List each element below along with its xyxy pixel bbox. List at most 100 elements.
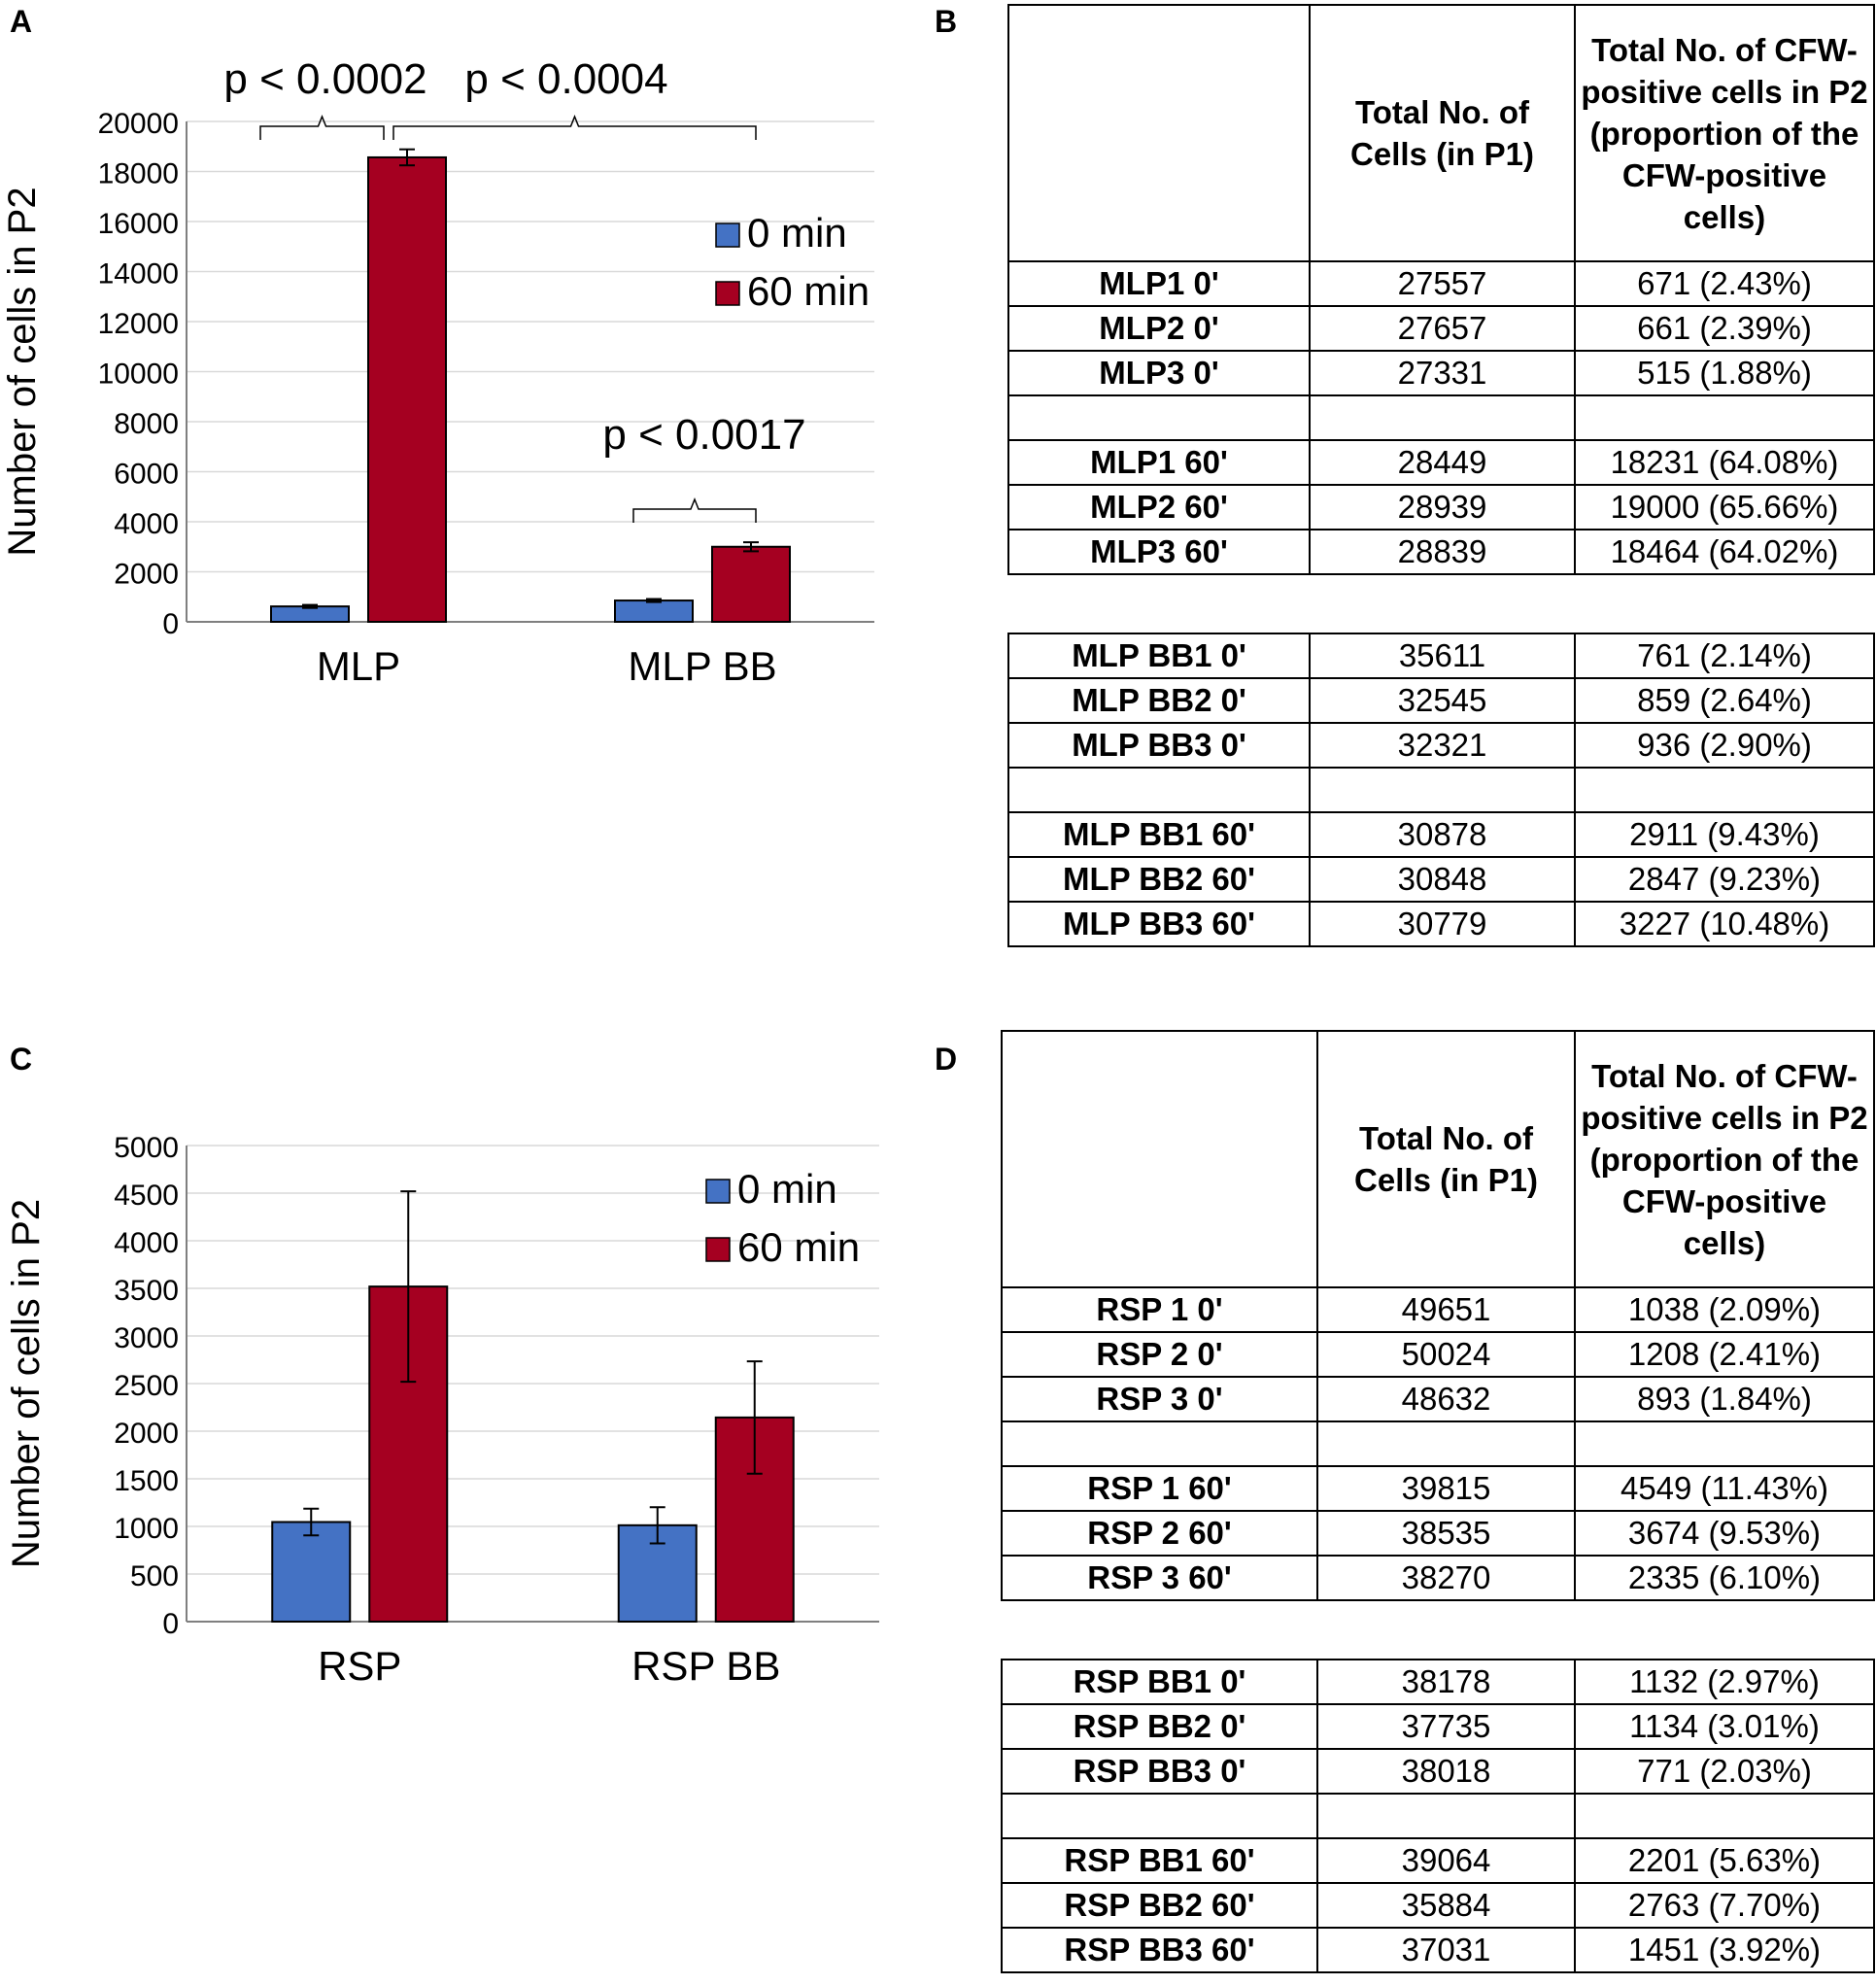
table-d1-cell-2-2: 893 (1.84%): [1574, 1376, 1875, 1422]
table-row: RSP 2 60' 38535 3674 (9.53%): [1001, 1510, 1875, 1557]
table-b2-cell-1-0: MLP BB2 0': [1007, 677, 1311, 724]
legend-swatch: [705, 1179, 731, 1204]
y-tick-label: 3000: [114, 1322, 179, 1354]
table-b2-cell-4-1: 30878: [1309, 811, 1576, 858]
bracket-mlp-60: [392, 114, 757, 140]
table-row: MLP BB2 60' 30848 2847 (9.23%): [1007, 856, 1875, 903]
chart-c: 0 500 1000 1500 2000 2500 3000 3500 4000 4500 5000…: [5, 1132, 879, 1689]
table-d1-cell-1-0: RSP 2 0': [1001, 1331, 1318, 1378]
table-row: MLP BB1 60' 30878 2911 (9.43%): [1007, 811, 1875, 858]
panel-label-d: D: [935, 1042, 958, 1077]
bar-rsp-0: [271, 1521, 352, 1624]
table-row: MLP BB3 60' 30779 3227 (10.48%): [1007, 901, 1875, 947]
table-d2-cell-6-0: RSP BB3 60': [1001, 1927, 1318, 1973]
table-b2-cell-3-1: [1309, 767, 1576, 813]
table-row: RSP BB1 0' 38178 1132 (2.97%): [1001, 1659, 1875, 1705]
table-b2-cell-3-0: [1007, 767, 1311, 813]
table-b2-cell-5-2: 2847 (9.23%): [1574, 856, 1875, 903]
legend-label: 60 min: [747, 268, 870, 314]
table-d1-cell-1-1: 50024: [1316, 1331, 1576, 1378]
table-row: RSP BB2 60' 35884 2763 (7.70%): [1001, 1882, 1875, 1929]
table-d2-cell-0-2: 1132 (2.97%): [1574, 1659, 1875, 1705]
table-d2-cell-5-2: 2763 (7.70%): [1574, 1882, 1875, 1929]
chart-a: 0 2000 4000 6000 8000 10000 12000 14000 16000 180…: [1, 55, 874, 689]
table-d1-cell-2-0: RSP 3 0': [1001, 1376, 1318, 1422]
table-b1-cell-6-1: 28839: [1309, 529, 1576, 575]
y-tick-label: 16000: [98, 208, 179, 240]
table-d2-cell-5-1: 35884: [1316, 1882, 1576, 1929]
panel-label-a: A: [10, 4, 33, 39]
table-d1-cell-5-0: RSP 2 60': [1001, 1510, 1318, 1557]
table-row: MLP1 60' 28449 18231 (64.08%): [1007, 439, 1875, 486]
table-d1-cell-6-1: 38270: [1316, 1555, 1576, 1601]
table-d2-cell-1-1: 37735: [1316, 1703, 1576, 1750]
table-b2-cell-0-1: 35611: [1309, 633, 1576, 679]
y-tick-label: 2500: [114, 1370, 179, 1402]
table-d1-cell-3-1: [1316, 1420, 1576, 1467]
table-d2-cell-4-1: 39064: [1316, 1837, 1576, 1884]
y-axis-label: Number of cells in P2: [5, 1199, 48, 1568]
bracket-mlp-bb: [632, 496, 757, 523]
table-row: RSP 3 0' 48632 893 (1.84%): [1001, 1376, 1875, 1422]
legend-swatch: [705, 1237, 731, 1262]
table-b2-cell-5-1: 30848: [1309, 856, 1576, 903]
table-row: MLP3 60' 28839 18464 (64.02%): [1007, 529, 1875, 575]
table-b1-cell-2-2: 515 (1.88%): [1574, 350, 1875, 396]
table-d2-cell-6-1: 37031: [1316, 1927, 1576, 1973]
y-tick-label: 14000: [98, 258, 179, 291]
table-b1-cell-6-2: 18464 (64.02%): [1574, 529, 1875, 575]
table-d1-cell-6-0: RSP 3 60': [1001, 1555, 1318, 1601]
y-tick-label: 4500: [114, 1180, 179, 1212]
table-d2-cell-5-0: RSP BB2 60': [1001, 1882, 1318, 1929]
table-row: RSP 2 0' 50024 1208 (2.41%): [1001, 1331, 1875, 1378]
table-b2-cell-3-2: [1574, 767, 1875, 813]
y-tick-label: 18000: [98, 158, 179, 190]
table-b1-cell-5-2: 19000 (65.66%): [1574, 484, 1875, 530]
panel-label-b: B: [935, 4, 958, 39]
y-tick-label: 1000: [114, 1513, 179, 1545]
bar-rsp-bb-1: [714, 1416, 795, 1623]
table-b2-cell-4-0: MLP BB1 60': [1007, 811, 1311, 858]
table-b2-cell-0-2: 761 (2.14%): [1574, 633, 1875, 679]
table-b1-cell-1-0: MLP2 0': [1007, 305, 1311, 352]
table-b2-cell-6-2: 3227 (10.48%): [1574, 901, 1875, 947]
table-b-header-cfw-positive: Total No. of CFW-positive cells in P2 (p…: [1574, 4, 1875, 262]
table-b2-cell-6-1: 30779: [1309, 901, 1576, 947]
table-b1-cell-5-1: 28939: [1309, 484, 1576, 530]
table-d1-cell-0-2: 1038 (2.09%): [1574, 1286, 1875, 1333]
table-b2-cell-5-0: MLP BB2 60': [1007, 856, 1311, 903]
table-d-header-cfw-positive: Total No. of CFW-positive cells in P2 (p…: [1574, 1030, 1875, 1288]
table-d-header-total-cells: Total No. of Cells (in P1): [1316, 1030, 1576, 1288]
table-row: RSP BB2 0' 37735 1134 (3.01%): [1001, 1703, 1875, 1750]
x-tick-label: RSP BB: [631, 1643, 780, 1689]
panel-label-c: C: [10, 1042, 33, 1077]
table-b1-cell-1-1: 27657: [1309, 305, 1576, 352]
table-d2-cell-1-0: RSP BB2 0': [1001, 1703, 1318, 1750]
bar-mlp-1: [367, 155, 447, 623]
table-d2-cell-6-2: 1451 (3.92%): [1574, 1927, 1875, 1973]
table-row: [1001, 1793, 1875, 1839]
table-d1-cell-2-1: 48632: [1316, 1376, 1576, 1422]
table-d2-cell-4-0: RSP BB1 60': [1001, 1837, 1318, 1884]
table-b1-cell-6-0: MLP3 60': [1007, 529, 1311, 575]
legend-label: 0 min: [747, 210, 847, 256]
table-row: MLP BB2 0' 32545 859 (2.64%): [1007, 677, 1875, 724]
y-tick-label: 4000: [114, 1227, 179, 1259]
table-b2-cell-0-0: MLP BB1 0': [1007, 633, 1311, 679]
table-d1-cell-5-2: 3674 (9.53%): [1574, 1510, 1875, 1557]
table-b1-cell-4-2: 18231 (64.08%): [1574, 439, 1875, 486]
table-d2-cell-3-0: [1001, 1793, 1318, 1839]
table-row: RSP BB3 0' 38018 771 (2.03%): [1001, 1748, 1875, 1795]
table-d2-cell-2-1: 38018: [1316, 1748, 1576, 1795]
table-b2-cell-2-0: MLP BB3 0': [1007, 722, 1311, 769]
table-d2-cell-1-2: 1134 (3.01%): [1574, 1703, 1875, 1750]
table-b2-cell-4-2: 2911 (9.43%): [1574, 811, 1875, 858]
y-tick-label: 10000: [98, 359, 179, 391]
table-row: RSP 1 0' 49651 1038 (2.09%): [1001, 1286, 1875, 1333]
table-b2-cell-1-1: 32545: [1309, 677, 1576, 724]
bar-mlp-bb-1: [711, 545, 791, 623]
table-d1-cell-4-2: 4549 (11.43%): [1574, 1465, 1875, 1512]
x-tick-label: RSP: [318, 1643, 401, 1689]
annotation-p3: p < 0.0017: [602, 411, 805, 459]
table-b1-cell-0-0: MLP1 0': [1007, 260, 1311, 307]
